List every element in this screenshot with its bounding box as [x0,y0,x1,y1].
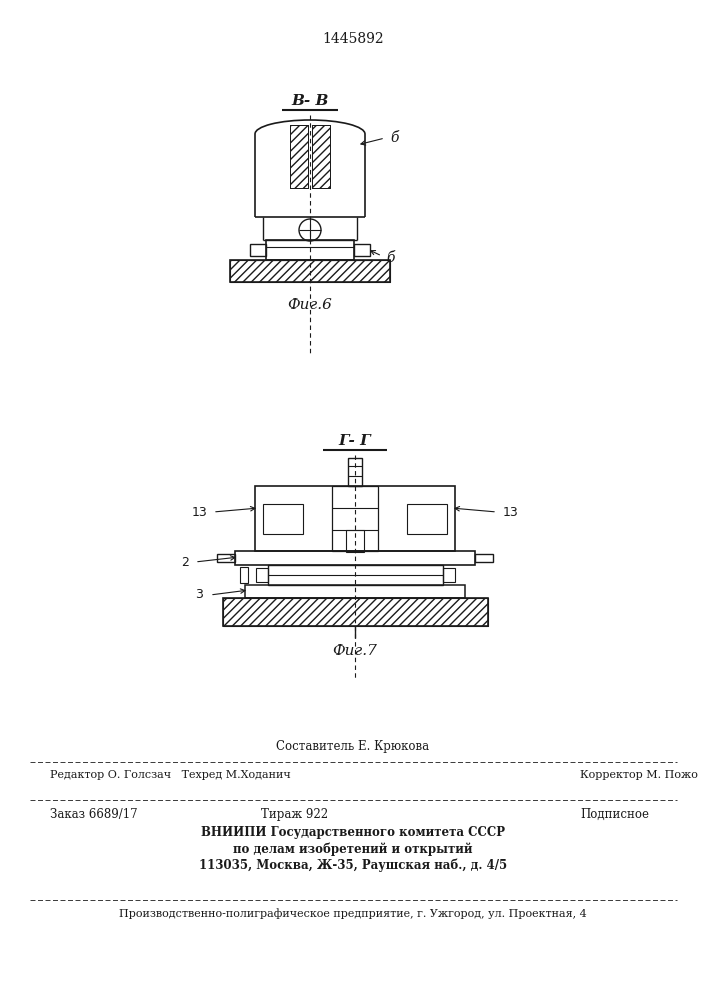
Text: В- В: В- В [291,94,329,108]
Text: Производственно-полиграфическое предприятие, г. Ужгород, ул. Проектная, 4: Производственно-полиграфическое предприя… [119,908,587,919]
Bar [245,585,465,598]
Text: Заказ 6689/17: Заказ 6689/17 [50,808,138,821]
Bar [217,554,235,562]
Bar [346,530,364,552]
Text: ВНИИПИ Государственного комитета СССР: ВНИИПИ Государственного комитета СССР [201,826,505,839]
Bar [354,244,370,256]
Bar [250,244,266,256]
Text: 2: 2 [181,556,189,568]
Text: 3: 3 [195,588,203,601]
Bar [290,125,308,188]
Text: 13: 13 [192,506,207,518]
Text: б: б [390,131,399,145]
Bar [255,486,455,551]
Text: Корректор М. Пожо: Корректор М. Пожо [580,770,698,780]
Text: б: б [386,251,395,265]
Text: Г- Г: Г- Г [339,434,371,448]
Bar [290,125,308,188]
Bar [230,260,390,282]
Text: Редактор О. Голсзач   Техред М.Ходанич: Редактор О. Голсзач Техред М.Ходанич [50,770,291,780]
Bar [263,504,303,534]
Bar [240,567,248,583]
Text: 113035, Москва, Ж-35, Раушская наб., д. 4/5: 113035, Москва, Ж-35, Раушская наб., д. … [199,858,507,871]
Bar [348,458,362,486]
Text: Фиг.7: Фиг.7 [332,644,378,658]
Bar [235,551,475,565]
Bar [223,598,488,626]
Bar [223,598,488,626]
Text: Тираж 922: Тираж 922 [262,808,329,821]
Text: Фиг.6: Фиг.6 [288,298,332,312]
Bar [475,554,493,562]
Bar [268,565,443,585]
Text: Подписное: Подписное [580,808,649,821]
Text: 1445892: 1445892 [322,32,384,46]
Text: 13: 13 [503,506,519,518]
Bar [312,125,330,188]
Bar [230,260,390,282]
Bar [266,240,354,260]
Text: Составитель Е. Крюкова: Составитель Е. Крюкова [276,740,430,753]
Bar [407,504,447,534]
Bar [443,568,455,582]
Bar [256,568,268,582]
Bar [332,486,378,551]
Bar [312,125,330,188]
Text: по делам изобретений и открытий: по делам изобретений и открытий [233,842,473,856]
